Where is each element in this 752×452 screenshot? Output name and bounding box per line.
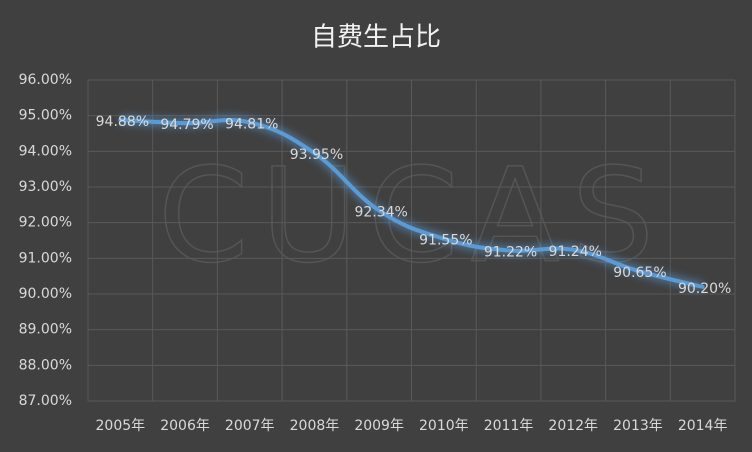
x-tick-label: 2011年 [484, 418, 534, 434]
y-tick-label: 95.00% [19, 108, 72, 124]
x-tick-label: 2014年 [678, 418, 728, 434]
x-tick-label: 2010年 [419, 418, 469, 434]
data-label: 94.88% [96, 114, 149, 130]
data-label: 90.65% [613, 265, 666, 281]
y-tick-label: 94.00% [19, 143, 72, 159]
y-tick-label: 91.00% [19, 250, 72, 266]
data-label: 90.20% [678, 281, 731, 297]
x-tick-label: 2009年 [354, 418, 404, 434]
y-tick-label: 92.00% [19, 215, 72, 231]
data-label: 92.34% [354, 205, 407, 221]
line [118, 117, 705, 289]
chart-title: 自费生占比 [311, 23, 441, 53]
x-tick-label: 2006年 [160, 418, 210, 434]
data-label: 91.22% [484, 244, 537, 260]
y-tick-label: 89.00% [19, 322, 72, 338]
y-tick-label: 90.00% [19, 286, 72, 302]
x-tick-label: 2008年 [290, 418, 340, 434]
x-tick-label: 2012年 [548, 418, 598, 434]
y-tick-label: 88.00% [19, 357, 72, 373]
y-tick-label: 87.00% [19, 393, 72, 409]
data-label: 94.81% [225, 116, 278, 132]
data-label: 94.79% [160, 117, 213, 133]
data-label: 91.55% [419, 233, 472, 249]
x-tick-label: 2005年 [96, 418, 146, 434]
y-tick-label: 96.00% [19, 72, 72, 88]
x-tick-label: 2013年 [613, 418, 663, 434]
watermark: CUCAS [158, 140, 666, 292]
data-label: 91.24% [549, 244, 602, 260]
y-tick-label: 93.00% [19, 179, 72, 195]
data-label: 93.95% [290, 147, 343, 163]
x-tick-label: 2007年 [225, 418, 275, 434]
